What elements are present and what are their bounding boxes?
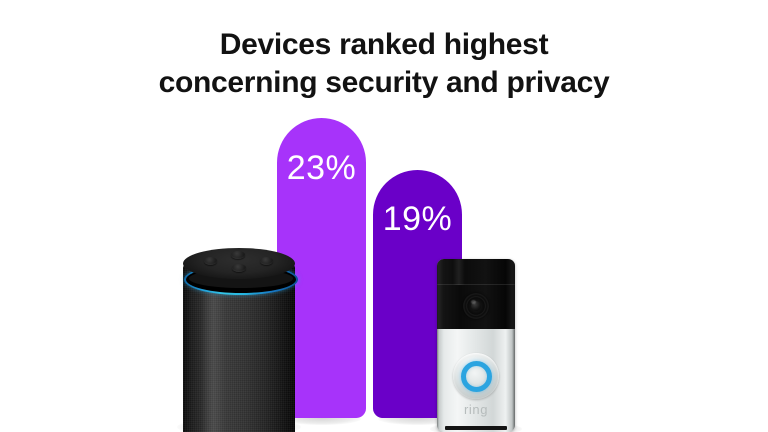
- chart-title-line-1: Devices ranked highest: [219, 28, 549, 61]
- ring-housing-glare: [452, 259, 466, 285]
- echo-volume-up-button: [260, 257, 273, 265]
- echo-top-surface: [183, 248, 295, 279]
- ring-doorbell-body: ring: [437, 329, 515, 432]
- echo-volume-down-button: [204, 257, 217, 265]
- ring-housing-seam: [437, 284, 515, 285]
- ring-doorbell-frame: ring: [437, 259, 515, 432]
- ring-right-edge-shading: [512, 259, 515, 432]
- chart-title-line-2: concerning security and privacy: [158, 66, 610, 99]
- bar-value-label-smart-speaker: 23%: [286, 149, 357, 187]
- ring-lens-core: [471, 301, 481, 311]
- ring-lens-glint: [471, 299, 477, 304]
- amazon-echo-smart-speaker-image: [177, 248, 301, 432]
- echo-action-button: [231, 251, 245, 259]
- echo-microphone-off-button: [232, 264, 246, 272]
- ring-camera-lens-icon: [463, 293, 489, 319]
- ring-video-doorbell-image: ring: [430, 259, 522, 432]
- ring-bottom-vent: [444, 426, 508, 430]
- ring-button-led-ring: [460, 360, 492, 392]
- ring-brand-logo: ring: [463, 402, 489, 417]
- ring-doorbell-push-button: [453, 353, 499, 399]
- bar-value-label-video-doorbell: 19%: [382, 200, 453, 239]
- ring-left-edge-shading: [437, 259, 439, 432]
- chart-title: Devices ranked highest concerning securi…: [0, 26, 768, 102]
